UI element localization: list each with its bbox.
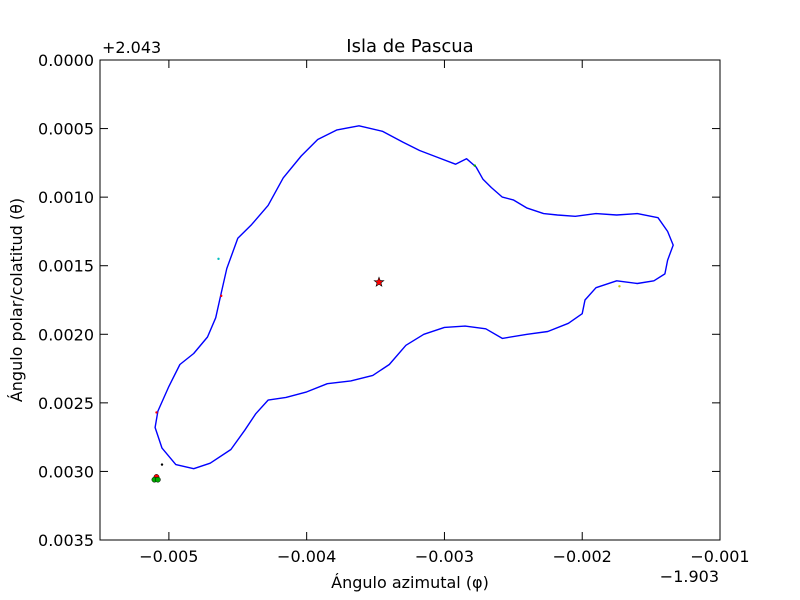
- y-tick-label: 0.0025: [38, 394, 94, 413]
- point-marker-6: [473, 164, 476, 167]
- x-axis-label: Ángulo azimutal (φ): [331, 573, 489, 592]
- x-tick-label: −0.003: [415, 547, 474, 566]
- y-tick-label: 0.0010: [38, 188, 94, 207]
- y-tick-label: 0.0020: [38, 325, 94, 344]
- x-tick-label: −0.002: [553, 547, 612, 566]
- y-offset-label: +2.043: [102, 38, 161, 57]
- y-axis-label: Ángulo polar/colatitud (θ): [7, 198, 26, 402]
- center-star-marker: [373, 276, 385, 287]
- point-marker-5: [618, 285, 621, 288]
- point-marker-8: [220, 294, 223, 298]
- coastline-line: [154, 125, 674, 470]
- plot-area: [100, 60, 720, 540]
- chart-marks: [151, 125, 674, 483]
- x-offset-label: −1.903: [660, 567, 719, 586]
- point-marker-9: [155, 411, 158, 414]
- y-tick-label: 0.0030: [38, 462, 94, 481]
- y-axis-ticks: 0.0000 0.0005 0.0010 0.0015 0.0020 0.0025 0.00…: [38, 51, 720, 550]
- point-marker-4: [160, 463, 164, 466]
- x-tick-label: −0.001: [690, 547, 749, 566]
- plot-frame: [99, 59, 721, 541]
- y-tick-label: 0.0000: [38, 51, 94, 70]
- y-tick-label: 0.0015: [38, 257, 94, 276]
- x-tick-label: −0.005: [139, 547, 198, 566]
- y-tick-label: 0.0005: [38, 120, 94, 139]
- chart-title: Isla de Pascua: [346, 36, 473, 57]
- x-tick-label: −0.004: [277, 547, 336, 566]
- point-marker-3: [155, 476, 161, 483]
- y-tick-label: 0.0035: [38, 531, 94, 550]
- x-axis-ticks: −0.005 −0.004 −0.003 −0.002 −0.001: [139, 60, 750, 566]
- point-marker-7: [217, 257, 220, 261]
